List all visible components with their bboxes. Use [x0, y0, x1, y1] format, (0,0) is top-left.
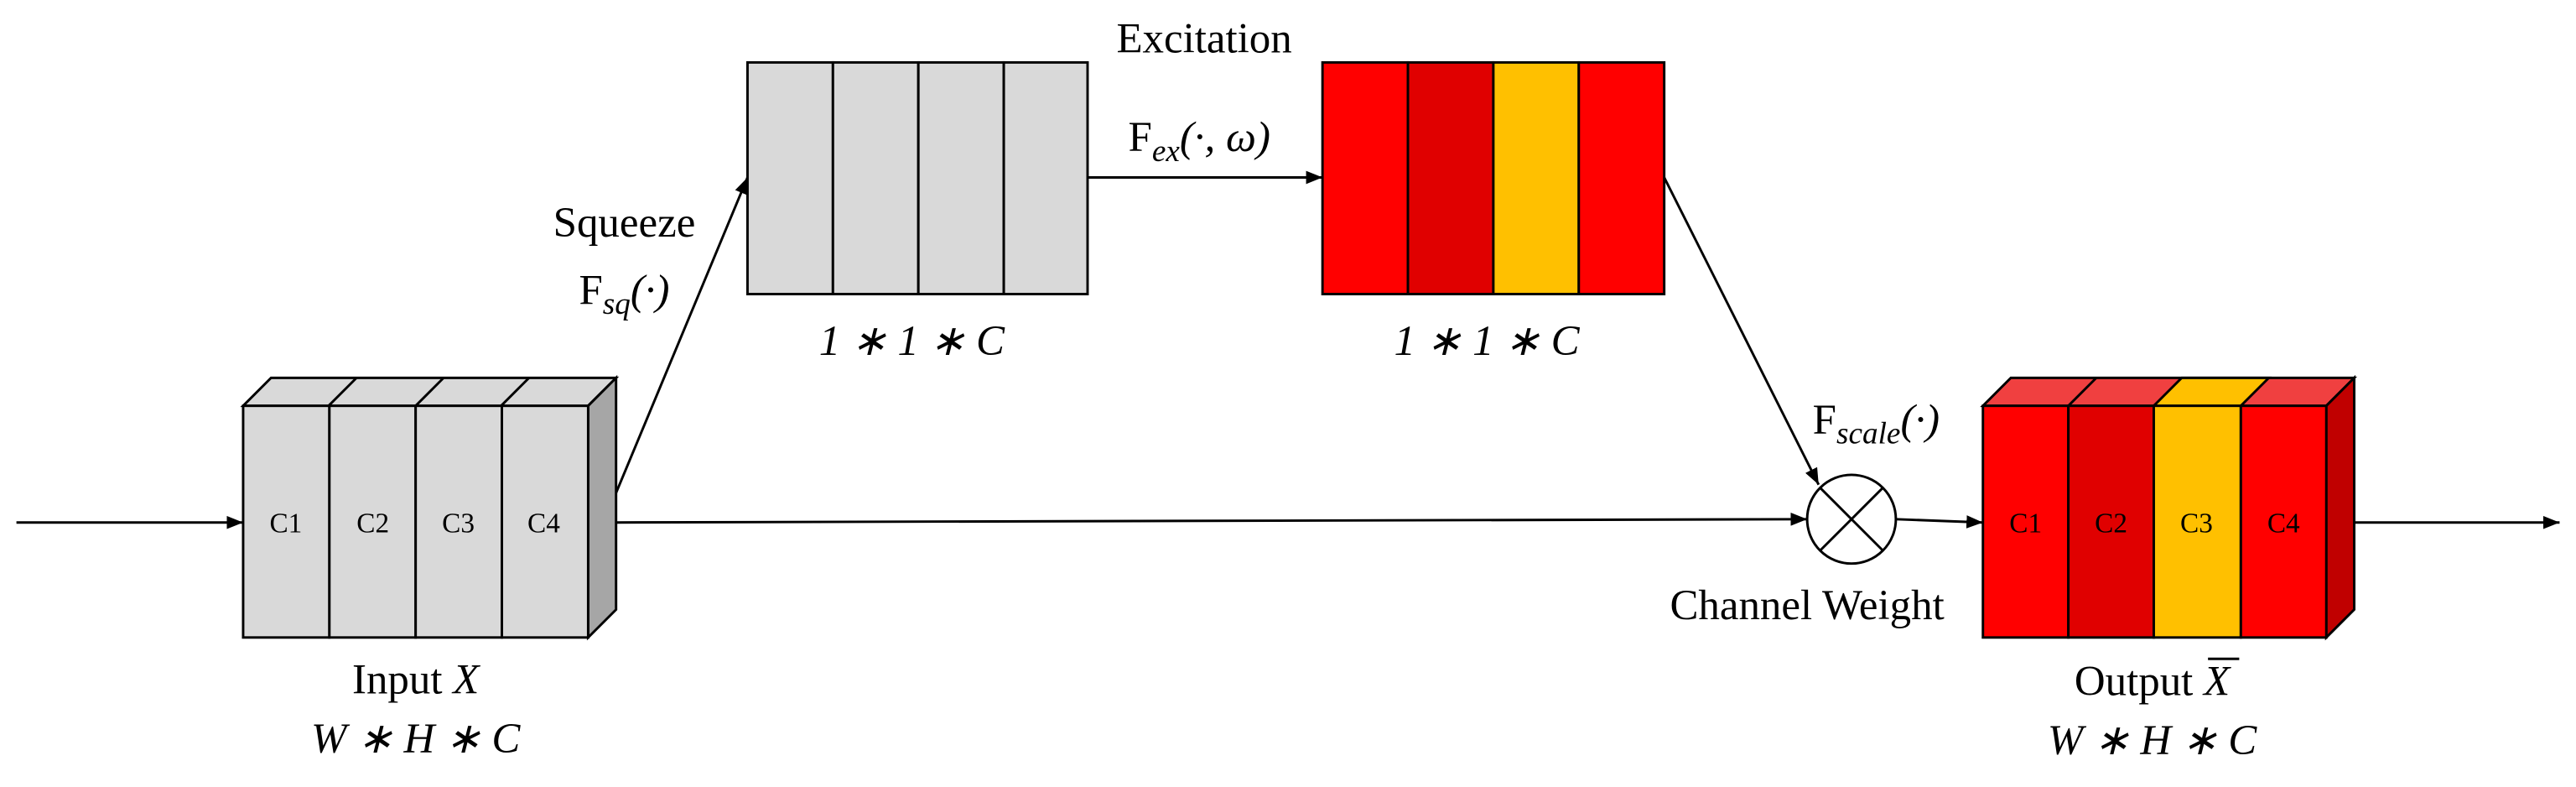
channel-label: C2 — [356, 508, 389, 539]
squeeze-shape: 1 ∗ 1 ∗ C — [819, 318, 1005, 365]
squeeze-function: Fsq(·) — [579, 267, 669, 321]
channel-label: C1 — [2009, 508, 2042, 539]
channel-label: C2 — [2095, 508, 2127, 539]
output-block: C1 C2 C3 C4 — [1980, 374, 2358, 641]
excitation-shape: 1 ∗ 1 ∗ C — [1394, 318, 1580, 365]
channel-label: C4 — [2267, 508, 2300, 539]
channel-label: C4 — [527, 508, 560, 539]
scale-function: Fscale(·) — [1813, 397, 1940, 451]
input-label: Input X — [352, 656, 480, 703]
output-label: Output X — [2075, 658, 2231, 705]
multiply-node — [1805, 473, 1898, 565]
scale-title: Channel Weight — [1670, 582, 1944, 629]
output-shape: W ∗ H ∗ C — [2048, 717, 2257, 764]
excitation-block — [1321, 60, 1666, 295]
channel-label: C1 — [269, 508, 302, 539]
squeeze-title: Squeeze — [553, 200, 696, 247]
arrows — [16, 170, 2560, 529]
channel-label: C3 — [2180, 508, 2213, 539]
input-block: C1 C2 C3 C4 — [240, 374, 620, 641]
input-shape: W ∗ H ∗ C — [311, 716, 521, 763]
channel-label: C3 — [442, 508, 475, 539]
excitation-title: Excitation — [1116, 16, 1291, 63]
excitation-function: Fex(·, ω) — [1128, 114, 1270, 169]
squeeze-block — [745, 60, 1089, 295]
